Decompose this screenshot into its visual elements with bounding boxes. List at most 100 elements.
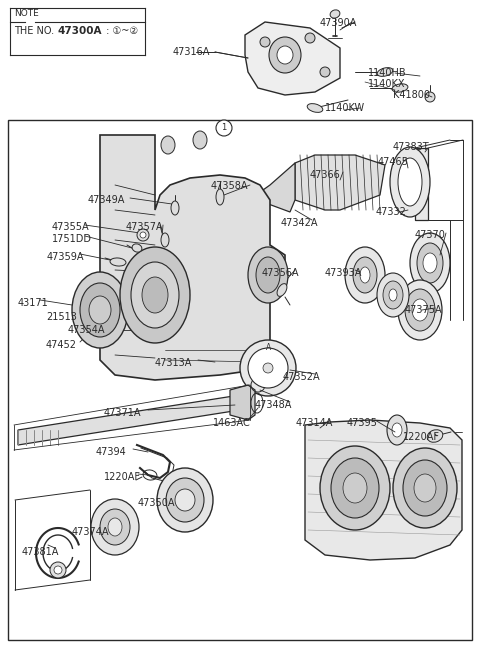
Ellipse shape — [157, 468, 213, 532]
Polygon shape — [245, 22, 340, 95]
Ellipse shape — [108, 518, 122, 536]
Text: 47383T: 47383T — [393, 142, 430, 152]
Text: A: A — [266, 343, 272, 352]
Text: 47332: 47332 — [376, 207, 407, 217]
Text: 47395: 47395 — [347, 418, 378, 428]
Polygon shape — [415, 148, 428, 220]
Ellipse shape — [248, 348, 288, 388]
Text: 47394: 47394 — [96, 447, 127, 457]
Ellipse shape — [263, 363, 273, 373]
Polygon shape — [295, 155, 385, 210]
Ellipse shape — [140, 232, 146, 238]
Ellipse shape — [171, 201, 179, 215]
Text: 47390A: 47390A — [320, 18, 358, 28]
Ellipse shape — [307, 103, 323, 113]
Ellipse shape — [269, 37, 301, 73]
Text: 1463AC: 1463AC — [213, 418, 251, 428]
Text: 47358A: 47358A — [211, 181, 249, 191]
Ellipse shape — [377, 67, 393, 77]
Ellipse shape — [161, 233, 169, 247]
Ellipse shape — [277, 284, 287, 296]
Text: 47374A: 47374A — [72, 527, 109, 537]
Ellipse shape — [410, 233, 450, 293]
Ellipse shape — [343, 473, 367, 503]
Ellipse shape — [389, 289, 397, 301]
Text: 1: 1 — [221, 124, 227, 132]
Ellipse shape — [100, 509, 130, 545]
Ellipse shape — [240, 340, 296, 396]
Text: 47352A: 47352A — [283, 372, 321, 382]
Text: 1140HB: 1140HB — [368, 68, 407, 78]
Ellipse shape — [425, 92, 435, 102]
Text: 1140KW: 1140KW — [325, 103, 365, 113]
Ellipse shape — [393, 448, 457, 528]
Text: 1220AF: 1220AF — [104, 472, 141, 482]
Ellipse shape — [131, 262, 179, 328]
Text: 47350A: 47350A — [138, 498, 176, 508]
Text: K41800: K41800 — [393, 90, 430, 100]
Ellipse shape — [175, 489, 195, 511]
Text: 47393A: 47393A — [325, 268, 362, 278]
Text: 21513: 21513 — [46, 312, 77, 322]
Ellipse shape — [256, 257, 280, 293]
Ellipse shape — [427, 430, 443, 442]
Ellipse shape — [398, 280, 442, 340]
Text: 1220AF: 1220AF — [403, 432, 440, 442]
Ellipse shape — [320, 67, 330, 77]
Ellipse shape — [405, 289, 435, 331]
Ellipse shape — [262, 341, 276, 355]
Text: 47465: 47465 — [378, 157, 409, 167]
Text: THE NO.: THE NO. — [14, 26, 57, 36]
Ellipse shape — [260, 37, 270, 47]
Text: 47342A: 47342A — [281, 218, 319, 228]
Ellipse shape — [392, 423, 402, 437]
Text: 47348A: 47348A — [255, 400, 292, 410]
Ellipse shape — [390, 147, 430, 217]
Polygon shape — [263, 163, 295, 212]
Polygon shape — [225, 200, 263, 228]
Ellipse shape — [248, 247, 288, 303]
Ellipse shape — [216, 189, 224, 205]
Ellipse shape — [132, 244, 142, 252]
Ellipse shape — [217, 204, 233, 234]
Ellipse shape — [137, 229, 149, 241]
Ellipse shape — [193, 131, 207, 149]
Ellipse shape — [120, 247, 190, 343]
Ellipse shape — [403, 460, 447, 516]
Ellipse shape — [277, 46, 293, 64]
Text: 47452: 47452 — [46, 340, 77, 350]
Ellipse shape — [54, 566, 62, 574]
Ellipse shape — [166, 478, 204, 522]
Ellipse shape — [398, 158, 422, 206]
Ellipse shape — [383, 281, 403, 309]
Ellipse shape — [387, 415, 407, 445]
Text: NOTE: NOTE — [14, 9, 39, 18]
Ellipse shape — [320, 446, 390, 530]
Text: 47371A: 47371A — [104, 408, 142, 418]
Ellipse shape — [377, 273, 409, 317]
Text: 47370: 47370 — [415, 230, 446, 240]
Ellipse shape — [360, 267, 370, 283]
Ellipse shape — [110, 258, 126, 266]
Text: 43171: 43171 — [18, 298, 49, 308]
Text: 47314A: 47314A — [296, 418, 334, 428]
Ellipse shape — [161, 136, 175, 154]
Text: 47316A: 47316A — [173, 47, 210, 57]
Ellipse shape — [50, 562, 66, 578]
Ellipse shape — [345, 247, 385, 303]
Text: 47381A: 47381A — [22, 547, 60, 557]
Text: 47366: 47366 — [310, 170, 341, 180]
Text: 47349A: 47349A — [88, 195, 125, 205]
Text: 47359A: 47359A — [47, 252, 84, 262]
Ellipse shape — [91, 499, 139, 555]
Ellipse shape — [142, 277, 168, 313]
Ellipse shape — [417, 243, 443, 283]
Polygon shape — [100, 135, 285, 380]
Polygon shape — [18, 395, 240, 445]
Text: 47355A: 47355A — [52, 222, 90, 232]
Text: : ①~②: : ①~② — [103, 26, 138, 36]
Ellipse shape — [305, 33, 315, 43]
Ellipse shape — [392, 84, 408, 92]
Ellipse shape — [89, 296, 111, 324]
Ellipse shape — [80, 283, 120, 337]
